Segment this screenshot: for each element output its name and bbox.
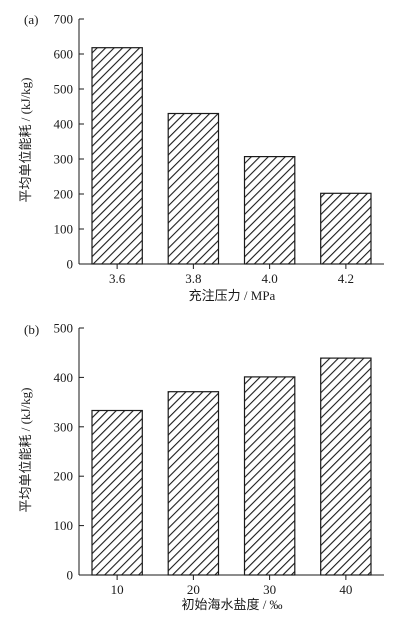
y-tick-label: 100 [54,518,74,533]
bar [91,47,143,265]
x-tick-label: 30 [263,582,276,597]
x-tick-label: 3.6 [109,271,126,286]
x-tick-label: 3.8 [185,271,201,286]
y-axis-title: 平均单位能耗 / (kJ/kg) [18,78,33,203]
x-tick-label: 4.0 [262,271,278,286]
y-tick-label: 200 [54,187,74,202]
x-tick-label: 20 [187,582,200,597]
x-axis-title: 初始海水盐度 / ‰ [181,597,282,612]
bar [91,409,143,576]
x-tick-label: 10 [111,582,124,597]
bar [243,376,296,576]
y-tick-label: 500 [54,321,74,336]
y-tick-label: 700 [54,12,74,27]
y-tick-label: 400 [54,370,74,385]
panel-label: (b) [24,322,39,337]
y-axis-title: 平均单位能耗 / (kJ/kg) [18,388,33,513]
y-tick-label: 300 [54,419,74,434]
bar [320,357,372,576]
plot-area: 0 100 200 300 400 500 600 700 3.6 3.8 4.0 4.2 [54,12,384,286]
y-tick-label: 300 [54,152,74,167]
panel-label: (a) [24,12,38,27]
y-tick-label: 500 [54,82,74,97]
y-tick-label: 0 [67,257,74,272]
y-tick-label: 0 [67,568,74,583]
y-tick-label: 400 [54,117,74,132]
bar [320,192,372,265]
y-tick-label: 600 [54,47,74,62]
bar [167,391,220,576]
y-tick-label: 100 [54,222,74,237]
x-axis-title: 充注压力 / MPa [189,288,276,303]
bar [243,156,296,265]
x-tick-label: 40 [339,582,352,597]
plot-area: 0 100 200 300 400 500 10 20 30 40 [54,321,384,597]
chart-panel-a: (a) 0 100 200 300 400 500 600 700 3.6 3.8 4.0 4.2 充… [18,12,384,303]
x-tick-label: 4.2 [338,271,354,286]
y-tick-label: 200 [54,469,74,484]
bar [167,112,220,265]
